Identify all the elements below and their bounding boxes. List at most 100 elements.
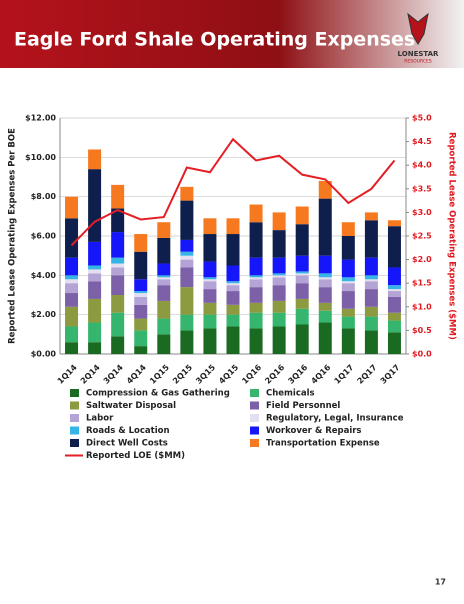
y2-tick-label: $1.5 (412, 279, 432, 288)
slide-title: Eagle Ford Shale Operating Expenses (14, 29, 415, 51)
bar-segment (65, 257, 79, 276)
bar-segment (226, 218, 240, 235)
bar-segment (318, 287, 332, 303)
page-number: 17 (435, 578, 446, 587)
y2-tick-label: $4.0 (412, 161, 432, 170)
bar-segment (65, 196, 79, 219)
bar-segment (65, 306, 79, 327)
bar-segment (295, 283, 309, 299)
bar-segment (249, 257, 263, 276)
bar-segment (180, 259, 194, 268)
bar-segment (134, 304, 148, 319)
legend-label: Direct Well Costs (86, 439, 168, 449)
y-tick-label: $8.00 (31, 192, 57, 201)
legend-label: Chemicals (266, 389, 315, 399)
legend-label: Transportation Expense (266, 439, 380, 449)
bar-segment (295, 298, 309, 309)
bar-segment (134, 330, 148, 347)
bar-segment (226, 285, 240, 292)
bar-segment (387, 291, 401, 297)
bar-segment (249, 279, 263, 288)
bar-segment (295, 206, 309, 225)
legend-label: Field Personnel (266, 401, 340, 411)
bar-segment (387, 226, 401, 268)
bar-segment (111, 257, 125, 264)
bar-segment (341, 236, 355, 260)
bar-segment (111, 208, 125, 233)
bar-segment (88, 269, 102, 274)
bar-segment (226, 304, 240, 315)
bar-segment (318, 302, 332, 311)
bar-segment (318, 273, 332, 278)
bar-segment (341, 259, 355, 278)
bar-segment (318, 279, 332, 288)
bar-segment (341, 308, 355, 317)
legend-swatch (250, 426, 259, 435)
bar-segment (134, 234, 148, 252)
bar-segment (364, 330, 378, 354)
y-axis-title: Reported Lease Operating Expenses Per BO… (8, 128, 18, 344)
bar-segment (272, 275, 286, 278)
bar-segment (272, 212, 286, 231)
bar-segment (134, 293, 148, 297)
x-tick-label: 3Q14 (102, 363, 125, 386)
bar-segment (180, 200, 194, 240)
x-tick-label: 3Q17 (379, 363, 402, 386)
y2-tick-label: $3.0 (412, 208, 432, 217)
bar-segment (387, 220, 401, 227)
bar-segment (387, 320, 401, 333)
bar-segment (157, 334, 171, 354)
y-tick-label: $10.00 (25, 153, 56, 162)
bar-segment (111, 184, 125, 209)
bar-segment (111, 267, 125, 276)
bar-segment (249, 204, 263, 223)
bar-segment (134, 251, 148, 280)
bar-segment (272, 257, 286, 274)
bar-segment (203, 302, 217, 315)
bar-segment (249, 328, 263, 354)
bar-segment (387, 285, 401, 290)
bar-segment (88, 273, 102, 282)
x-tick-label: 1Q15 (148, 363, 171, 386)
bar-segment (364, 281, 378, 290)
bar-segment (88, 265, 102, 270)
bar-segment (318, 322, 332, 354)
y2-tick-label: $2.0 (412, 255, 432, 264)
y2-tick-label: $4.5 (412, 137, 432, 146)
bar-segment (249, 302, 263, 313)
bar-segment (318, 277, 332, 280)
x-tick-label: 4Q15 (217, 363, 240, 386)
y2-tick-label: $3.5 (412, 184, 432, 193)
bar-segment (203, 279, 217, 282)
bar-segment (203, 328, 217, 354)
bar-segment (180, 186, 194, 201)
bar-segment (318, 180, 332, 199)
bar-segment (157, 318, 171, 335)
bar-segment (134, 279, 148, 292)
bar-segment (226, 326, 240, 354)
bar-segment (180, 267, 194, 288)
x-tick-label: 2Q14 (79, 363, 102, 386)
bar-segment (341, 283, 355, 292)
x-tick-label: 2Q15 (171, 363, 194, 386)
legend-swatch (250, 389, 259, 397)
bar-segment (387, 332, 401, 354)
bar-segment (157, 277, 171, 280)
logo-name: LONESTAR (398, 50, 439, 58)
bar-segment (272, 300, 286, 313)
legend-swatch (70, 426, 79, 435)
legend-label: Compression & Gas Gathering (86, 389, 230, 399)
legend-swatch (70, 414, 79, 422)
bar-segment (180, 330, 194, 354)
bar-segment (364, 220, 378, 258)
bar-segment (111, 263, 125, 268)
bar-segment (318, 310, 332, 323)
bar-segment (295, 324, 309, 354)
bar-segment (157, 300, 171, 319)
bar-segment (88, 149, 102, 170)
x-tick-label: 2Q16 (263, 363, 286, 386)
bar-segment (88, 322, 102, 343)
bar-segment (295, 275, 309, 284)
legend-label: Reported LOE ($MM) (86, 451, 185, 461)
